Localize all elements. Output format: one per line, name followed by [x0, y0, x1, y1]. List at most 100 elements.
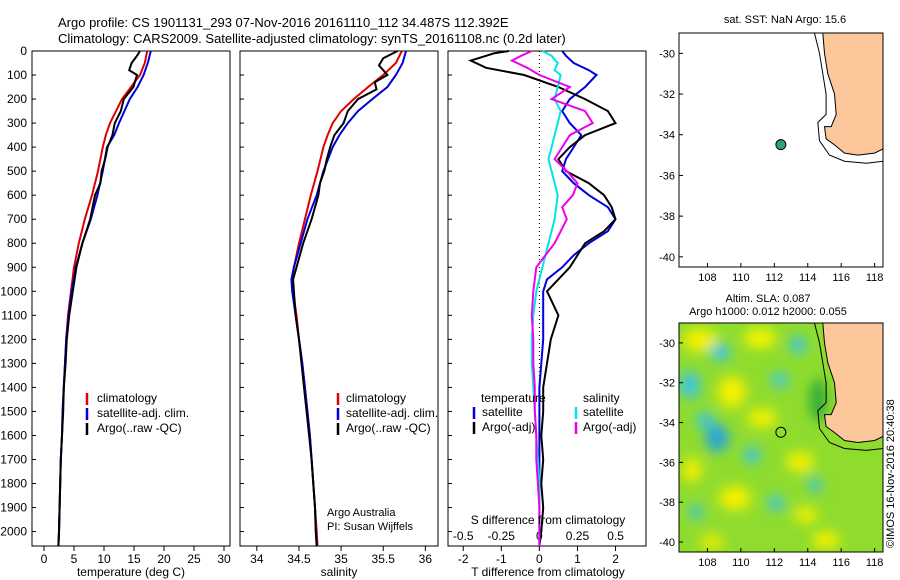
lon-tick-label: 108: [698, 272, 716, 284]
y-tick-label: 1200: [0, 332, 27, 346]
lat-tick-label: -34: [659, 418, 675, 430]
lat-tick-label: -38: [659, 211, 675, 223]
y-tick-label: 300: [7, 116, 27, 130]
lon-tick-label: 116: [832, 272, 850, 284]
x-tick-label: 35.5: [372, 552, 396, 566]
sst-map-title: sat. SST: NaN Argo: 15.6: [724, 14, 846, 26]
x-tick-label: 35: [334, 552, 348, 566]
y-tick-label: 1100: [1, 308, 27, 322]
y-tick-label: 500: [7, 164, 27, 178]
diff-line-temperature-satellite: [538, 50, 617, 546]
y-tick-label: 400: [7, 140, 27, 154]
sst-map-shelf-contour: [813, 32, 884, 164]
top-tick-label: 0.5: [607, 529, 624, 543]
y-tick-label: 800: [7, 236, 27, 250]
sla-map-frame: [678, 322, 884, 553]
y-tick-label: 1900: [0, 501, 27, 515]
copyright-stamp: ©IMOS 16-Nov-2016 20:40:38: [885, 399, 897, 548]
sla-map-title-1: Altim. SLA: 0.087: [726, 293, 811, 305]
lon-tick-label: 114: [799, 557, 817, 569]
lat-tick-label: -32: [659, 89, 675, 101]
salinity-legend: climatology satellite-adj. clim. Argo(..…: [336, 391, 438, 435]
argo-float-marker: [775, 426, 787, 438]
temperature-xlabel: temperature (deg C): [77, 565, 185, 579]
difference-legend: temperature salinity satellite Argo(-adj…: [472, 391, 636, 434]
lon-tick-label: 110: [732, 272, 750, 284]
temperature-panel-frame: [31, 50, 231, 547]
sla-map: Altim. SLA: 0.087 Argo h1000: 0.012 h200…: [659, 293, 884, 569]
legend-label-climatology: climatology: [346, 391, 406, 405]
lon-tick-label: 108: [698, 557, 716, 569]
temperature-panel: 0 5 10 15 20 25 300100200300400500600700800900…: [0, 44, 231, 579]
temperature-legend: climatology satellite-adj. clim. Argo(..…: [85, 391, 189, 435]
y-tick-label: 1400: [0, 380, 27, 394]
lon-tick-label: 112: [766, 272, 784, 284]
lon-tick-label: 118: [866, 272, 884, 284]
sst-map: sat. SST: NaN Argo: 15.6 -30 -32 -34 -36 -38…: [659, 14, 884, 284]
salinity-panel: 34 34.5 35 35.5 36 salinity climatology sate…: [239, 50, 439, 579]
lat-tick-label: -30: [659, 338, 675, 350]
x-tick-label: 25: [187, 552, 201, 566]
top-tick-label: 0.25: [566, 529, 590, 543]
diff-line-temperature-argo-adj-: [468, 50, 617, 547]
y-tick-label: 600: [7, 188, 27, 202]
legend-label-climatology: climatology: [97, 391, 157, 405]
x-tick-label: 0: [41, 552, 48, 566]
pi-credit: PI: Susan Wijffels: [327, 521, 413, 533]
diff-line-salinity-argo-adj-: [509, 50, 595, 546]
lat-tick-label: -40: [659, 252, 675, 264]
x-tick-label: 34: [250, 552, 264, 566]
x-tick-label: 15: [127, 552, 141, 566]
x-tick-label: 30: [217, 552, 231, 566]
header-line-2: Climatology: CARS2009. Satellite-adjuste…: [58, 31, 566, 46]
lon-tick-label: 110: [732, 557, 750, 569]
lat-tick-label: -32: [659, 378, 675, 390]
salinity-xlabel: salinity: [321, 565, 358, 579]
legend-label-satellite: satellite-adj. clim.: [346, 406, 438, 420]
legend-label-satellite: satellite-adj. clim.: [97, 406, 189, 420]
argo-float-marker: [775, 139, 787, 151]
lat-tick-label: -36: [659, 170, 675, 182]
x-tick-label: -2: [458, 552, 469, 566]
legend-header-salinity: salinity: [583, 391, 620, 405]
salinity-panel-frame: [239, 50, 439, 547]
header-line-1: Argo profile: CS 1901131_293 07-Nov-2016…: [58, 15, 509, 30]
y-tick-label: 1000: [0, 284, 27, 298]
y-tick-label: 200: [7, 92, 27, 106]
program-credit: Argo Australia: [327, 507, 396, 519]
x-tick-label: 5: [71, 552, 78, 566]
lat-tick-label: -30: [659, 48, 675, 60]
x-tick-label: 36: [419, 552, 433, 566]
lat-tick-label: -36: [659, 457, 675, 469]
sst-map-land: [822, 32, 884, 156]
x-tick-label: 0: [536, 552, 543, 566]
legend-label-temp-argo: Argo(-adj): [482, 420, 535, 434]
lon-tick-label: 112: [766, 557, 784, 569]
y-tick-label: 1700: [0, 452, 27, 466]
difference-xlabel: T difference from climatology: [471, 565, 625, 579]
x-tick-label: 2: [612, 552, 619, 566]
x-tick-label: 10: [97, 552, 111, 566]
lon-tick-label: 114: [799, 272, 817, 284]
legend-label-sal-argo: Argo(-adj): [583, 420, 636, 434]
sla-field-blobs: [680, 328, 840, 549]
lon-tick-label: 116: [832, 557, 850, 569]
legend-label-temp-satellite: satellite: [482, 405, 523, 419]
difference-panel-frame: [447, 50, 647, 547]
y-tick-label: 1300: [0, 356, 27, 370]
y-tick-label: 100: [7, 68, 27, 82]
top-tick-label: -0.5: [453, 529, 474, 543]
y-tick-label: 900: [7, 260, 27, 274]
top-tick-label: -0.25: [488, 529, 516, 543]
y-tick-label: 0: [20, 44, 27, 58]
series-line-argo-raw-qc-: [292, 50, 399, 547]
x-tick-label: 1: [574, 552, 581, 566]
legend-label-sal-satellite: satellite: [583, 405, 624, 419]
lon-tick-label: 118: [866, 557, 884, 569]
x-tick-label: -1: [496, 552, 507, 566]
sla-map-land: [822, 323, 883, 444]
x-tick-label: 20: [157, 552, 171, 566]
y-tick-label: 1600: [0, 428, 27, 442]
